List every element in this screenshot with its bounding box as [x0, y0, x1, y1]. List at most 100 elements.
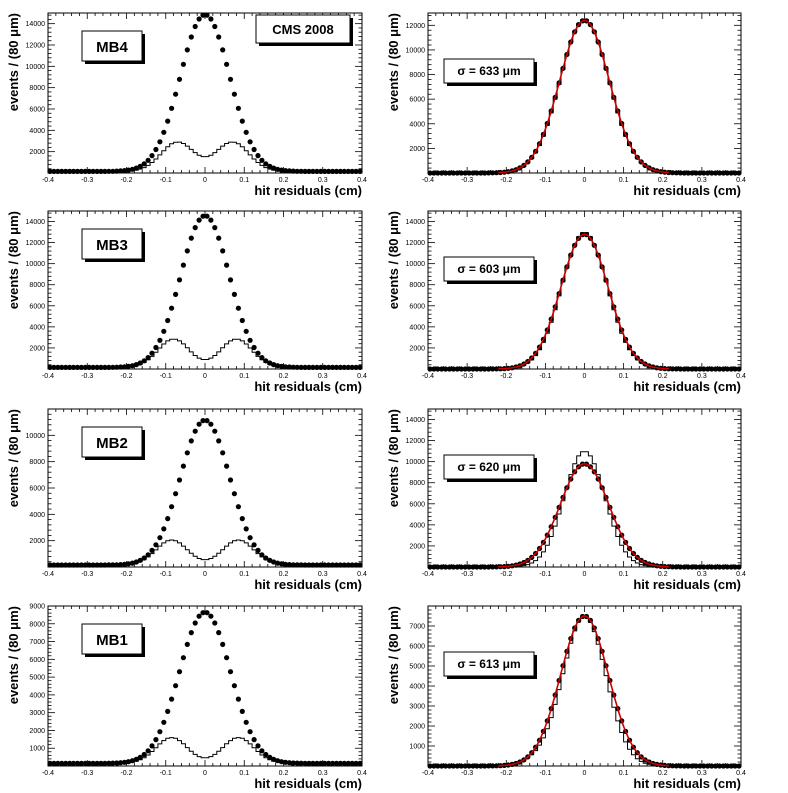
- x-tick-label: 0.1: [239, 770, 249, 777]
- data-point: [216, 438, 222, 444]
- sigma-label-box: [443, 454, 535, 480]
- x-tick-label: -0.2: [120, 770, 132, 777]
- data-point: [157, 535, 163, 541]
- data-points: [47, 610, 363, 766]
- data-point: [200, 213, 206, 219]
- x-tick-label: -0.2: [500, 177, 512, 184]
- x-tick-label: 0.2: [279, 373, 289, 380]
- data-point: [216, 34, 222, 40]
- data-points: [47, 418, 363, 568]
- data-point: [204, 610, 210, 616]
- y-tick-label: 5000: [29, 675, 45, 682]
- x-tick-label: 0.4: [736, 177, 746, 184]
- data-point: [153, 146, 159, 153]
- y-tick-label: 6000: [409, 303, 425, 310]
- x-tick-label: 0.4: [357, 177, 367, 184]
- data-point: [169, 696, 175, 702]
- x-axis-title: hit residuals (cm): [254, 379, 362, 394]
- x-tick-label: 0.1: [619, 770, 629, 777]
- data-point: [200, 610, 206, 616]
- y-axis-title: events / (80 μm): [6, 211, 21, 309]
- y-tick-label: 14000: [26, 219, 46, 226]
- data-point: [196, 613, 202, 619]
- y-tick-label: 2000: [409, 146, 425, 153]
- y-tick-label: 8000: [29, 282, 45, 289]
- data-point: [188, 34, 194, 40]
- data-point: [145, 748, 151, 754]
- data-point: [267, 163, 273, 169]
- data-point: [235, 696, 241, 702]
- panel-mb3-right: -0.4 -0.3 -0.2 -0.1 0 0.1 0.2 0.3 0.4 2000 4000 600…: [386, 210, 746, 394]
- y-tick-label: 2000: [409, 345, 425, 352]
- data-point: [169, 305, 175, 311]
- data-point: [235, 504, 241, 510]
- data-point: [200, 418, 206, 424]
- x-tick-label: -0.4: [422, 571, 434, 578]
- y-tick-label: 2000: [409, 543, 425, 550]
- histogram-series: [428, 616, 741, 767]
- x-tick-label: 0: [583, 373, 587, 380]
- data-point: [149, 153, 155, 159]
- y-axis-title: events / (80 μm): [386, 211, 401, 309]
- x-tick-label: -0.3: [81, 177, 93, 184]
- data-point: [157, 139, 163, 145]
- data-point: [224, 61, 230, 67]
- y-tick-label: 4000: [29, 128, 45, 135]
- data-point: [212, 620, 218, 626]
- data-point: [196, 421, 202, 427]
- y-tick-label: 2000: [29, 149, 45, 156]
- data-point: [165, 708, 171, 715]
- data-point: [161, 328, 167, 334]
- histogram-series: [48, 141, 362, 172]
- data-point: [227, 76, 234, 82]
- x-tick-label: -0.2: [120, 177, 132, 184]
- x-tick-label: 0.4: [357, 770, 367, 777]
- data-point: [161, 526, 167, 532]
- x-tick-label: 0: [203, 177, 207, 184]
- data-point: [192, 225, 198, 231]
- data-point: [176, 669, 183, 675]
- y-tick-label: 7000: [409, 624, 425, 631]
- data-point: [220, 47, 226, 53]
- data-point: [227, 477, 234, 483]
- data-point: [243, 719, 249, 725]
- data-point: [216, 630, 222, 636]
- y-tick-label: 3000: [29, 710, 45, 717]
- data-point: [231, 291, 237, 297]
- x-tick-label: 0.3: [318, 571, 328, 578]
- y-tick-label: 6000: [409, 501, 425, 508]
- data-point: [235, 105, 241, 111]
- data-point: [255, 743, 261, 749]
- data-point: [220, 641, 226, 648]
- data-point: [161, 129, 167, 135]
- y-tick-label: 10000: [26, 64, 46, 71]
- data-point: [184, 450, 190, 456]
- x-tick-label: -0.2: [120, 373, 132, 380]
- cms-label-box: [255, 14, 351, 44]
- data-point: [145, 552, 151, 558]
- data-point: [220, 450, 226, 456]
- y-tick-label: 12000: [406, 23, 426, 30]
- y-tick-label: 4000: [409, 324, 425, 331]
- y-tick-label: 3000: [409, 704, 425, 711]
- y-tick-label: 2000: [409, 724, 425, 731]
- y-tick-label: 1000: [409, 744, 425, 751]
- x-tick-label: -0.4: [422, 177, 434, 184]
- y-tick-label: 14000: [406, 219, 426, 226]
- panel-mb4-right: -0.4 -0.3 -0.2 -0.1 0 0.1 0.2 0.3 0.4 2000 4000 600…: [386, 12, 746, 198]
- plot-frame: [427, 605, 742, 767]
- data-point: [165, 317, 171, 324]
- y-tick-label: 9000: [29, 604, 45, 611]
- x-axis-title: hit residuals (cm): [633, 183, 741, 198]
- x-tick-label: 0.3: [318, 373, 328, 380]
- y-tick-label: 2000: [29, 538, 45, 545]
- data-point: [153, 737, 159, 743]
- data-point: [157, 729, 163, 735]
- data-point: [239, 708, 245, 715]
- data-point: [192, 23, 198, 30]
- data-point: [149, 350, 155, 356]
- data-point: [184, 641, 190, 648]
- sigma-label: σ = 603 μm: [457, 262, 520, 276]
- data-point: [247, 535, 253, 541]
- sigma-label-box: [443, 256, 535, 282]
